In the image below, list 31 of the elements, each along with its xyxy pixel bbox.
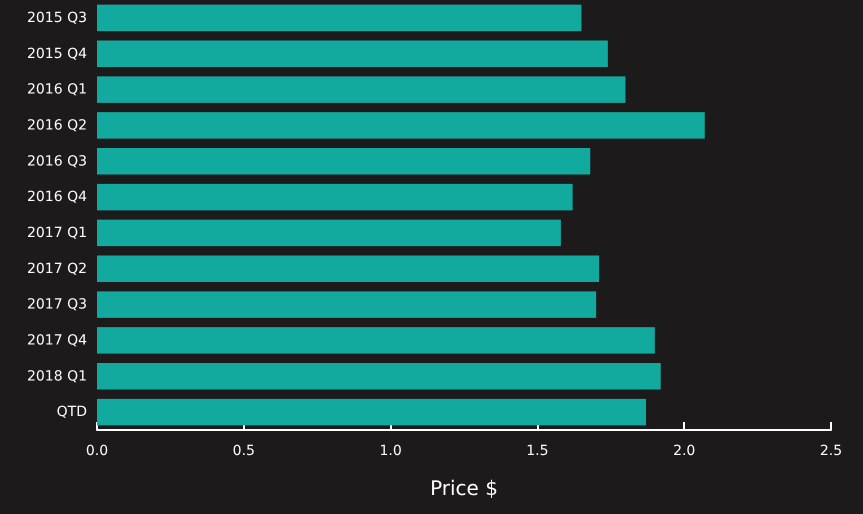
y-tick-label: 2017 Q4 bbox=[26, 332, 88, 348]
x-tick-label: 0.5 bbox=[232, 443, 255, 459]
y-tick-label: 2016 Q2 bbox=[26, 117, 87, 134]
y-tick-label: 2017 Q2 bbox=[26, 260, 87, 277]
bar bbox=[97, 362, 661, 390]
x-tick-label: 1.0 bbox=[379, 443, 402, 459]
bar bbox=[97, 40, 608, 68]
bar bbox=[97, 220, 561, 246]
y-tick-label: 2018 Q1 bbox=[26, 368, 87, 384]
x-tick-label: 1.5 bbox=[526, 443, 549, 459]
y-tick-label: 2015 Q4 bbox=[26, 46, 88, 62]
bar bbox=[97, 255, 600, 282]
y-tick-label: 2015 Q3 bbox=[26, 10, 87, 26]
x-axis-title: Price $ bbox=[430, 476, 498, 500]
y-tick-label: 2016 Q3 bbox=[26, 153, 87, 170]
bar bbox=[97, 184, 573, 210]
y-tick-label: 2017 Q3 bbox=[26, 296, 87, 313]
x-tick-label: 2.0 bbox=[673, 443, 696, 459]
y-tick-label: 2016 Q1 bbox=[26, 82, 87, 98]
x-tick-label: 0.0 bbox=[86, 443, 108, 459]
y-tick-label: QTD bbox=[56, 404, 87, 420]
bar bbox=[97, 4, 582, 32]
bar bbox=[97, 291, 596, 318]
bar bbox=[97, 398, 646, 426]
y-tick-label: 2016 Q4 bbox=[26, 189, 88, 206]
y-tick-label: 2017 Q1 bbox=[26, 224, 87, 241]
bar bbox=[97, 148, 590, 175]
bar bbox=[97, 112, 705, 139]
x-tick-label: 2.5 bbox=[820, 443, 842, 459]
bar bbox=[97, 327, 655, 354]
bar bbox=[97, 76, 626, 103]
